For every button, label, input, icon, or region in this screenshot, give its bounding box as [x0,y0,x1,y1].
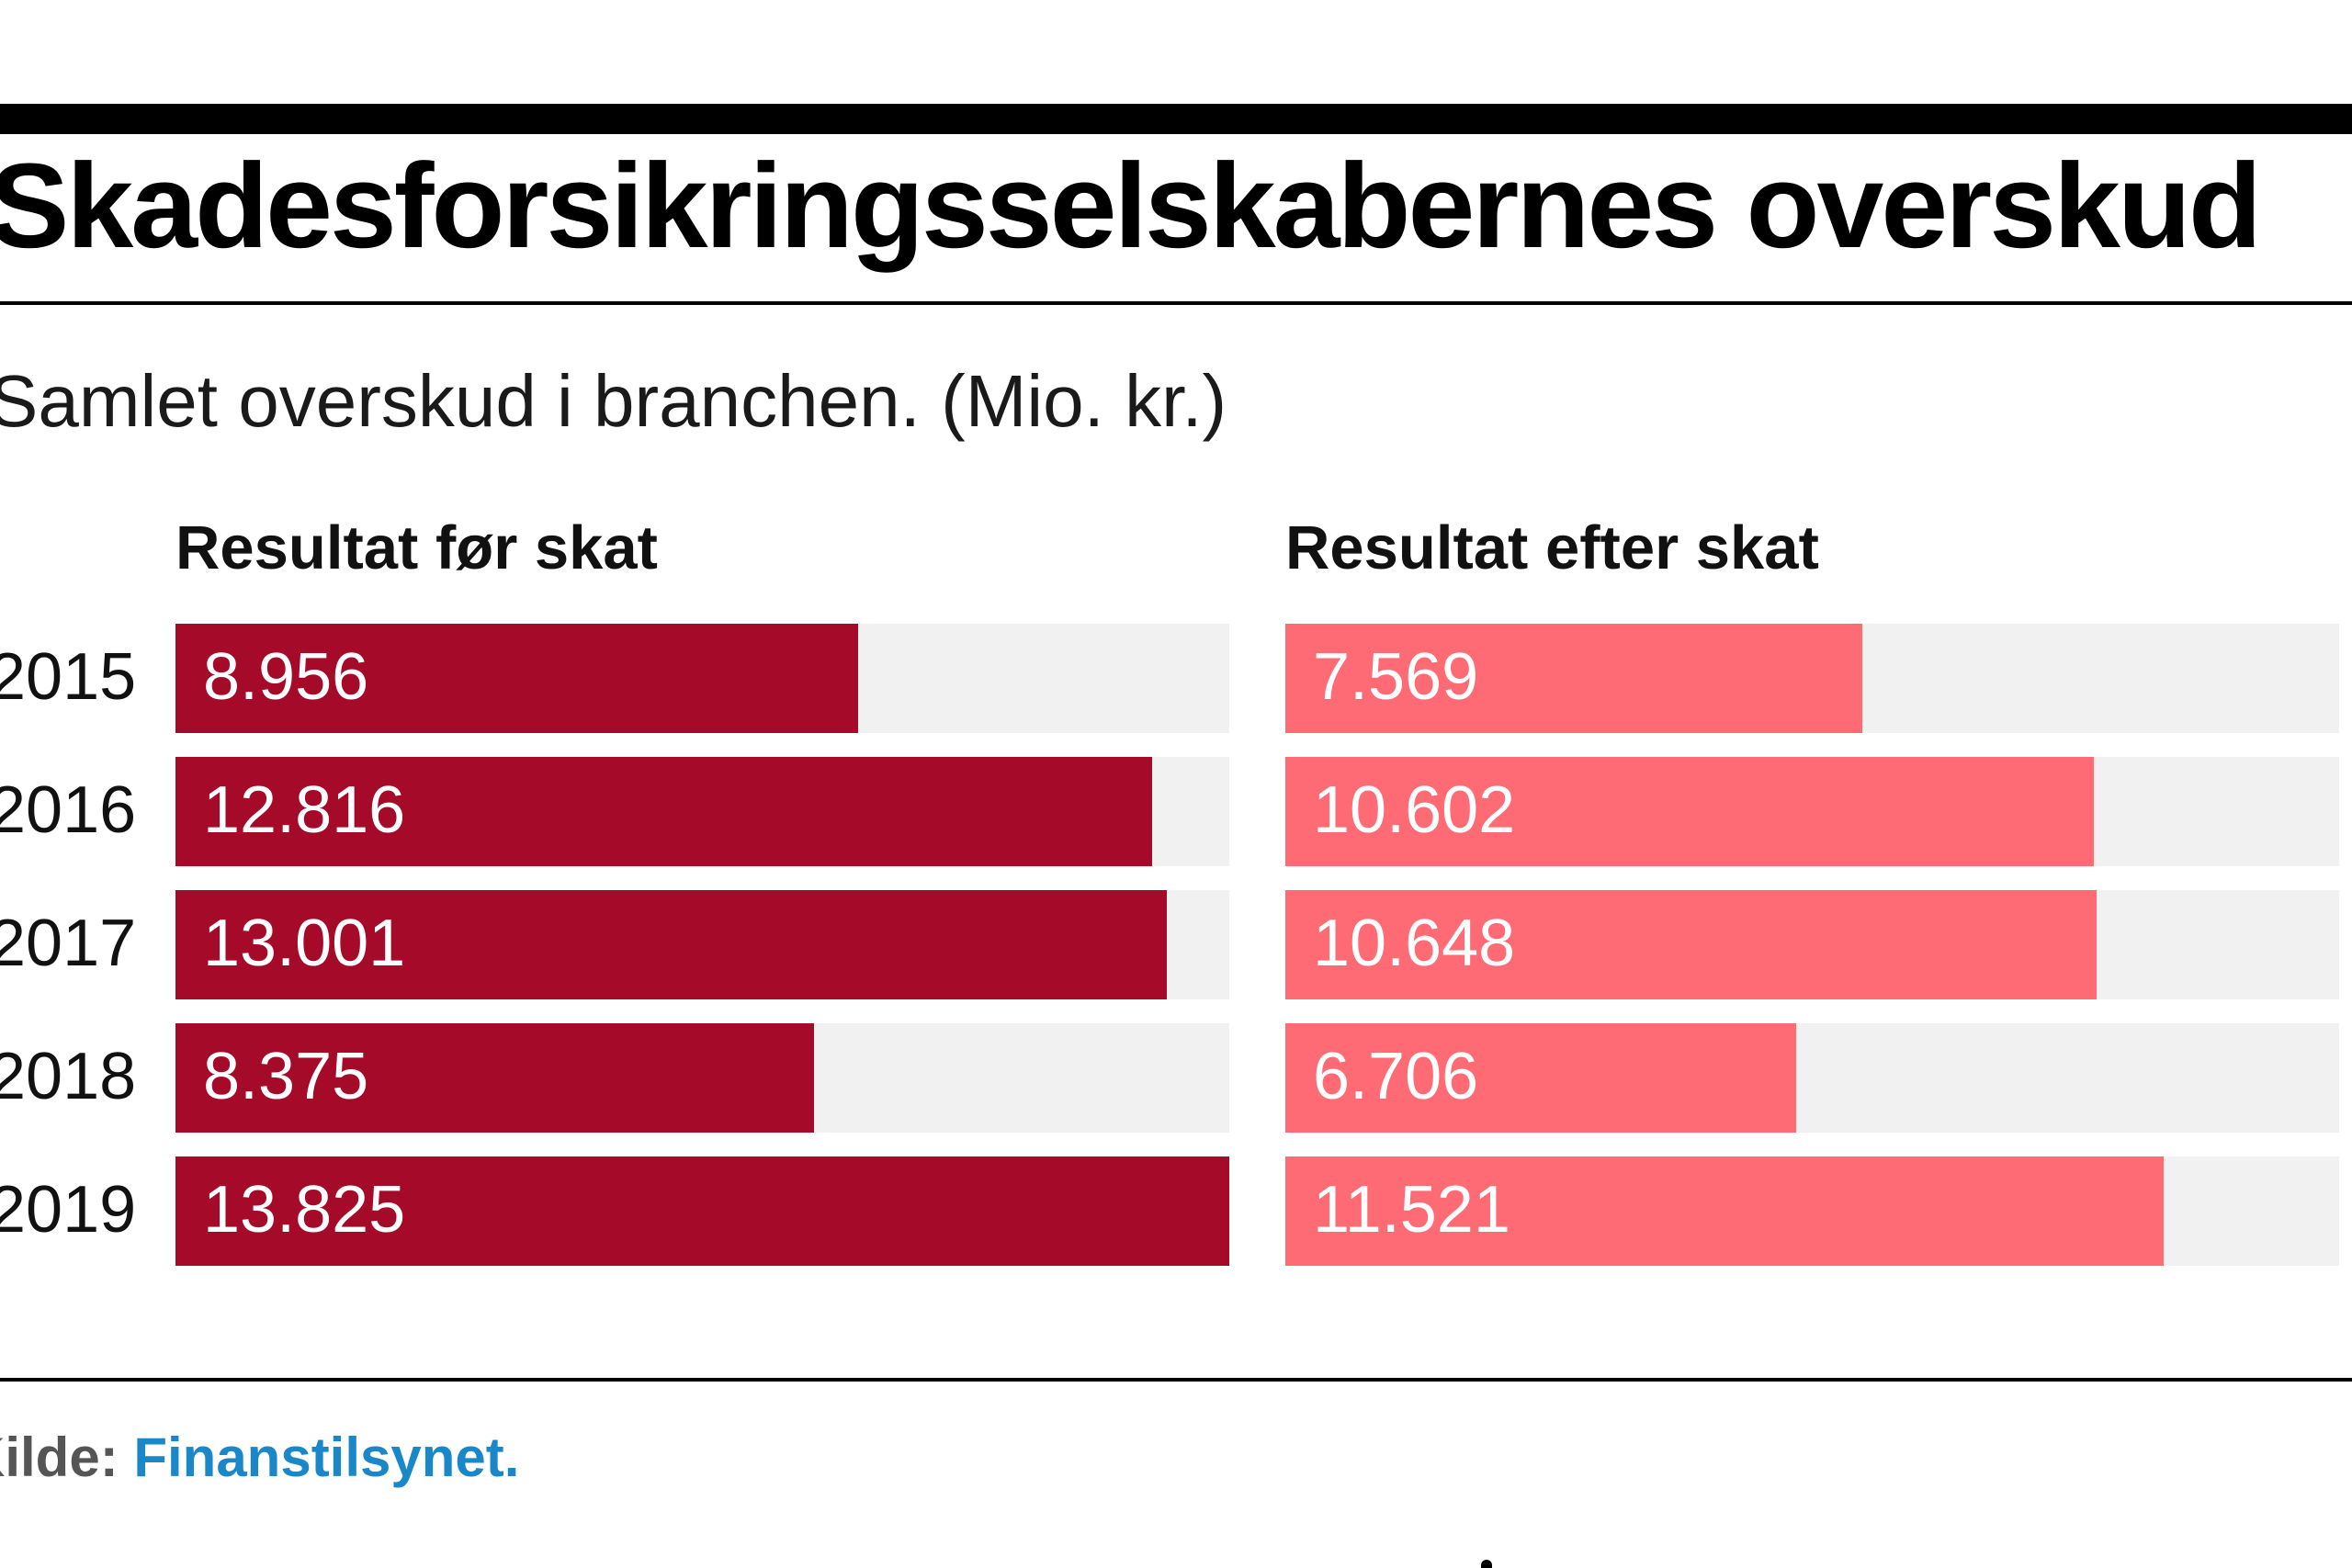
bar-after-2017: 10.648 [1285,890,2098,999]
year-label-2016: 2016 [0,773,137,847]
value-label-after-2016: 10.602 [1313,773,1516,847]
bar-before-2015: 8.956 [175,624,859,733]
bar-after-2015: 7.569 [1285,624,1862,733]
value-label-after-2015: 7.569 [1313,640,1479,714]
bar-track-after-2015: 7.569 [1285,624,2339,733]
year-label-2019: 2019 [0,1173,137,1247]
source-link[interactable]: Finanstilsynet. [133,1427,520,1488]
source-label: Kilde: [0,1427,119,1488]
year-label-2015: 2015 [0,640,137,714]
bar-track-after-2017: 10.648 [1285,890,2339,999]
value-label-before-2018: 8.375 [203,1040,369,1113]
value-label-before-2017: 13.001 [203,907,406,980]
cropped-glyph [1481,1560,1492,1568]
chart-subtitle: Samlet overskud i branchen. (Mio. kr.) [0,360,1227,442]
bar-before-2019: 13.825 [175,1156,1229,1266]
bar-track-before-2015: 8.956 [175,624,1229,733]
value-label-before-2019: 13.825 [203,1173,406,1247]
title-divider [0,301,2352,305]
bottom-divider [0,1378,2352,1382]
year-label-2018: 2018 [0,1040,137,1113]
bar-track-after-2019: 11.521 [1285,1156,2339,1266]
value-label-after-2018: 6.706 [1313,1040,1479,1113]
series-header-after: Resultat efter skat [1285,513,1819,582]
bar-before-2017: 13.001 [175,890,1167,999]
bar-before-2016: 12.816 [175,757,1153,866]
bar-before-2018: 8.375 [175,1023,814,1133]
bar-track-before-2017: 13.001 [175,890,1229,999]
value-label-before-2016: 12.816 [203,773,406,847]
chart-title: Skadesforsikringsselskabernes overskud [0,138,2262,273]
year-label-2017: 2017 [0,907,137,980]
bar-track-before-2016: 12.816 [175,757,1229,866]
bar-after-2018: 6.706 [1285,1023,1797,1133]
value-label-after-2019: 11.521 [1313,1173,1510,1247]
bar-track-before-2019: 13.825 [175,1156,1229,1266]
bar-track-after-2016: 10.602 [1285,757,2339,866]
bar-after-2016: 10.602 [1285,757,2094,866]
bar-track-before-2018: 8.375 [175,1023,1229,1133]
value-label-before-2015: 8.956 [203,640,369,714]
series-header-before: Resultat før skat [175,513,658,582]
source-line: Kilde: Finanstilsynet. [0,1430,519,1485]
top-rule [0,104,2352,134]
bar-after-2019: 11.521 [1285,1156,2164,1266]
value-label-after-2017: 10.648 [1313,907,1516,980]
bar-track-after-2018: 6.706 [1285,1023,2339,1133]
